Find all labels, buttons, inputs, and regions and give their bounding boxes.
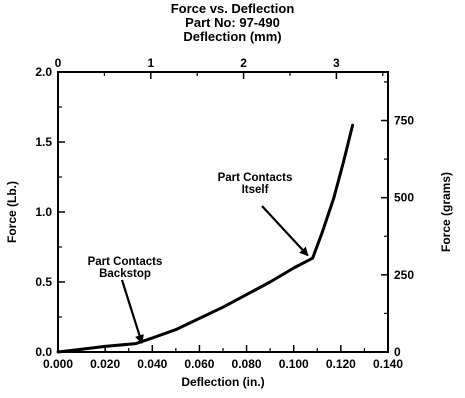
annotation-label: Part Contacts [88, 256, 163, 268]
right-axis: 0 250 500 750 [381, 81, 414, 359]
x-tick-label: 0.000 [43, 357, 73, 371]
series-layer [56, 123, 355, 354]
x-axis-label: Deflection (in.) [181, 375, 264, 389]
force-deflection-line [56, 123, 355, 354]
y-tick-label: 0.0 [35, 345, 52, 359]
x2-tick-label: 1 [147, 56, 154, 70]
y-tick-label: 0.5 [35, 275, 52, 289]
x-tick-label: 0.040 [137, 357, 167, 371]
annotation-label: Itself [242, 184, 269, 196]
annotation-arrow [261, 205, 309, 257]
x2-tick-label: 0 [55, 56, 62, 70]
y-axis-label: Force (Lb.) [5, 181, 19, 243]
x-tick-label: 0.140 [373, 357, 403, 371]
x-tick-label: 0.020 [90, 357, 120, 371]
y2-tick-label: 250 [394, 268, 414, 282]
top-axis-label: Deflection (mm) [183, 29, 282, 44]
top-axis: 0 1 2 3 [55, 56, 384, 79]
x-tick-label: 0.060 [184, 357, 214, 371]
y-tick-label: 1.5 [35, 135, 52, 149]
plot-frame [57, 71, 389, 353]
annotation-label: Part Contacts [218, 172, 293, 184]
y-tick-label: 1.0 [35, 205, 52, 219]
annotation-arrow [120, 279, 144, 345]
right-axis-label: Force (grams) [439, 172, 453, 252]
bottom-axis: 0.000 0.020 0.040 0.060 0.080 0.100 0.120 0.140 [43, 345, 403, 371]
y2-tick-label: 500 [394, 191, 414, 205]
x-tick-label: 0.120 [326, 357, 356, 371]
y-tick-label: 2.0 [35, 65, 52, 79]
x2-tick-label: 3 [333, 56, 340, 70]
chart-title: Force vs. Deflection [170, 1, 295, 16]
annotation-label: Backstop [99, 268, 151, 280]
chart-subtitle: Part No: 97-490 [185, 15, 280, 30]
left-axis: 0.0 0.5 1.0 1.5 2.0 [35, 65, 65, 359]
y2-tick-label: 750 [394, 114, 414, 128]
y2-tick-label: 0 [394, 345, 401, 359]
x-tick-label: 0.100 [279, 357, 309, 371]
x-tick-label: 0.080 [232, 357, 262, 371]
x2-tick-label: 2 [240, 56, 247, 70]
